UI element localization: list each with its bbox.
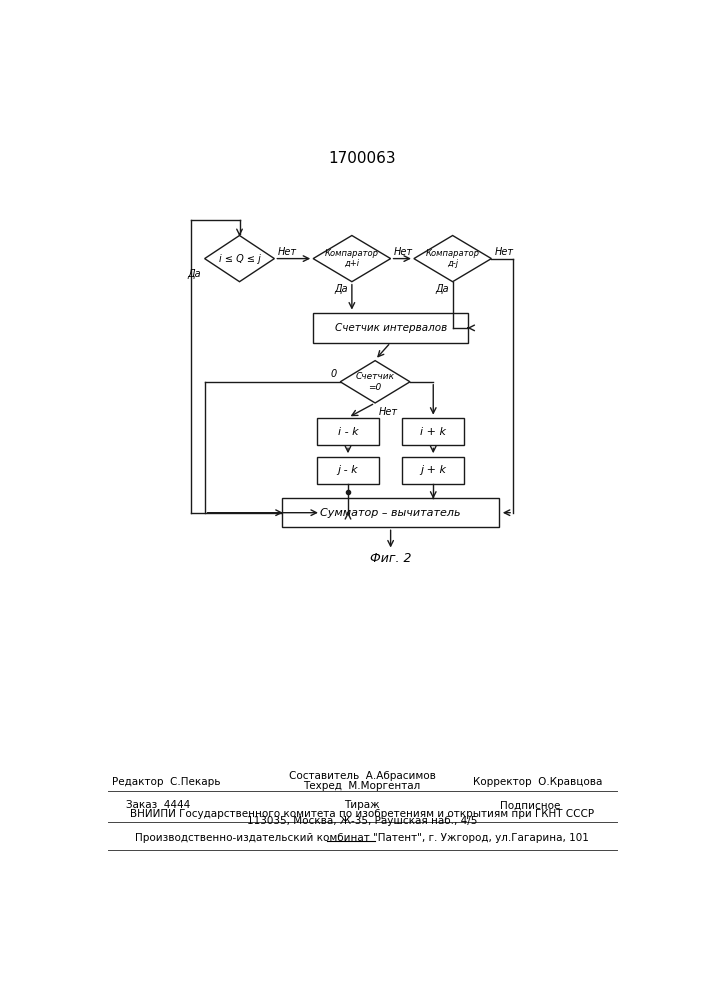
Text: Да: Да: [187, 269, 201, 279]
Text: Нет: Нет: [494, 247, 513, 257]
Text: ВНИИПИ Государственного комитета по изобретениям и открытиям при ГКНТ СССР: ВНИИПИ Государственного комитета по изоб…: [130, 809, 594, 819]
Bar: [282, 498, 499, 527]
Bar: [402, 457, 464, 484]
Text: Нет: Нет: [394, 247, 413, 257]
Text: i ≤ Q ≤ j: i ≤ Q ≤ j: [218, 254, 260, 264]
Bar: [317, 457, 379, 484]
Text: Производственно-издательский комбинат "Патент", г. Ужгород, ул.Гагарина, 101: Производственно-издательский комбинат "П…: [135, 833, 589, 843]
Bar: [402, 418, 464, 445]
Text: Нет: Нет: [277, 247, 296, 257]
Text: Техред  М.Моргентал: Техред М.Моргентал: [303, 781, 421, 791]
Bar: [313, 313, 468, 343]
Text: Заказ  4444: Заказ 4444: [126, 800, 190, 810]
Text: i + k: i + k: [420, 427, 446, 437]
Text: 113035, Москва, Ж-35, Раушская наб., 4/5: 113035, Москва, Ж-35, Раушская наб., 4/5: [247, 816, 477, 826]
Bar: [317, 418, 379, 445]
Text: 0: 0: [330, 369, 337, 379]
Text: Счетчик
=0: Счетчик =0: [356, 372, 395, 392]
Text: Тираж: Тираж: [344, 800, 380, 810]
Text: Составитель  А.Абрасимов: Составитель А.Абрасимов: [288, 771, 436, 781]
Text: Фиг. 2: Фиг. 2: [370, 552, 411, 565]
Text: j - k: j - k: [338, 465, 358, 475]
Text: Да: Да: [435, 284, 449, 294]
Text: Сумматор – вычитатель: Сумматор – вычитатель: [320, 508, 461, 518]
Text: Корректор  О.Кравцова: Корректор О.Кравцова: [473, 777, 602, 787]
Text: Счетчик интервалов: Счетчик интервалов: [334, 323, 447, 333]
Text: 1700063: 1700063: [328, 151, 396, 166]
Text: j + k: j + k: [420, 465, 446, 475]
Text: Компаратор
д-j: Компаратор д-j: [426, 249, 479, 268]
Text: Да: Да: [334, 284, 348, 294]
Text: Нет: Нет: [379, 407, 398, 417]
Text: Подписное: Подписное: [500, 800, 561, 810]
Text: Редактор  С.Пекарь: Редактор С.Пекарь: [112, 777, 220, 787]
Text: i - k: i - k: [338, 427, 358, 437]
Text: Компаратор
д+i: Компаратор д+i: [325, 249, 379, 268]
